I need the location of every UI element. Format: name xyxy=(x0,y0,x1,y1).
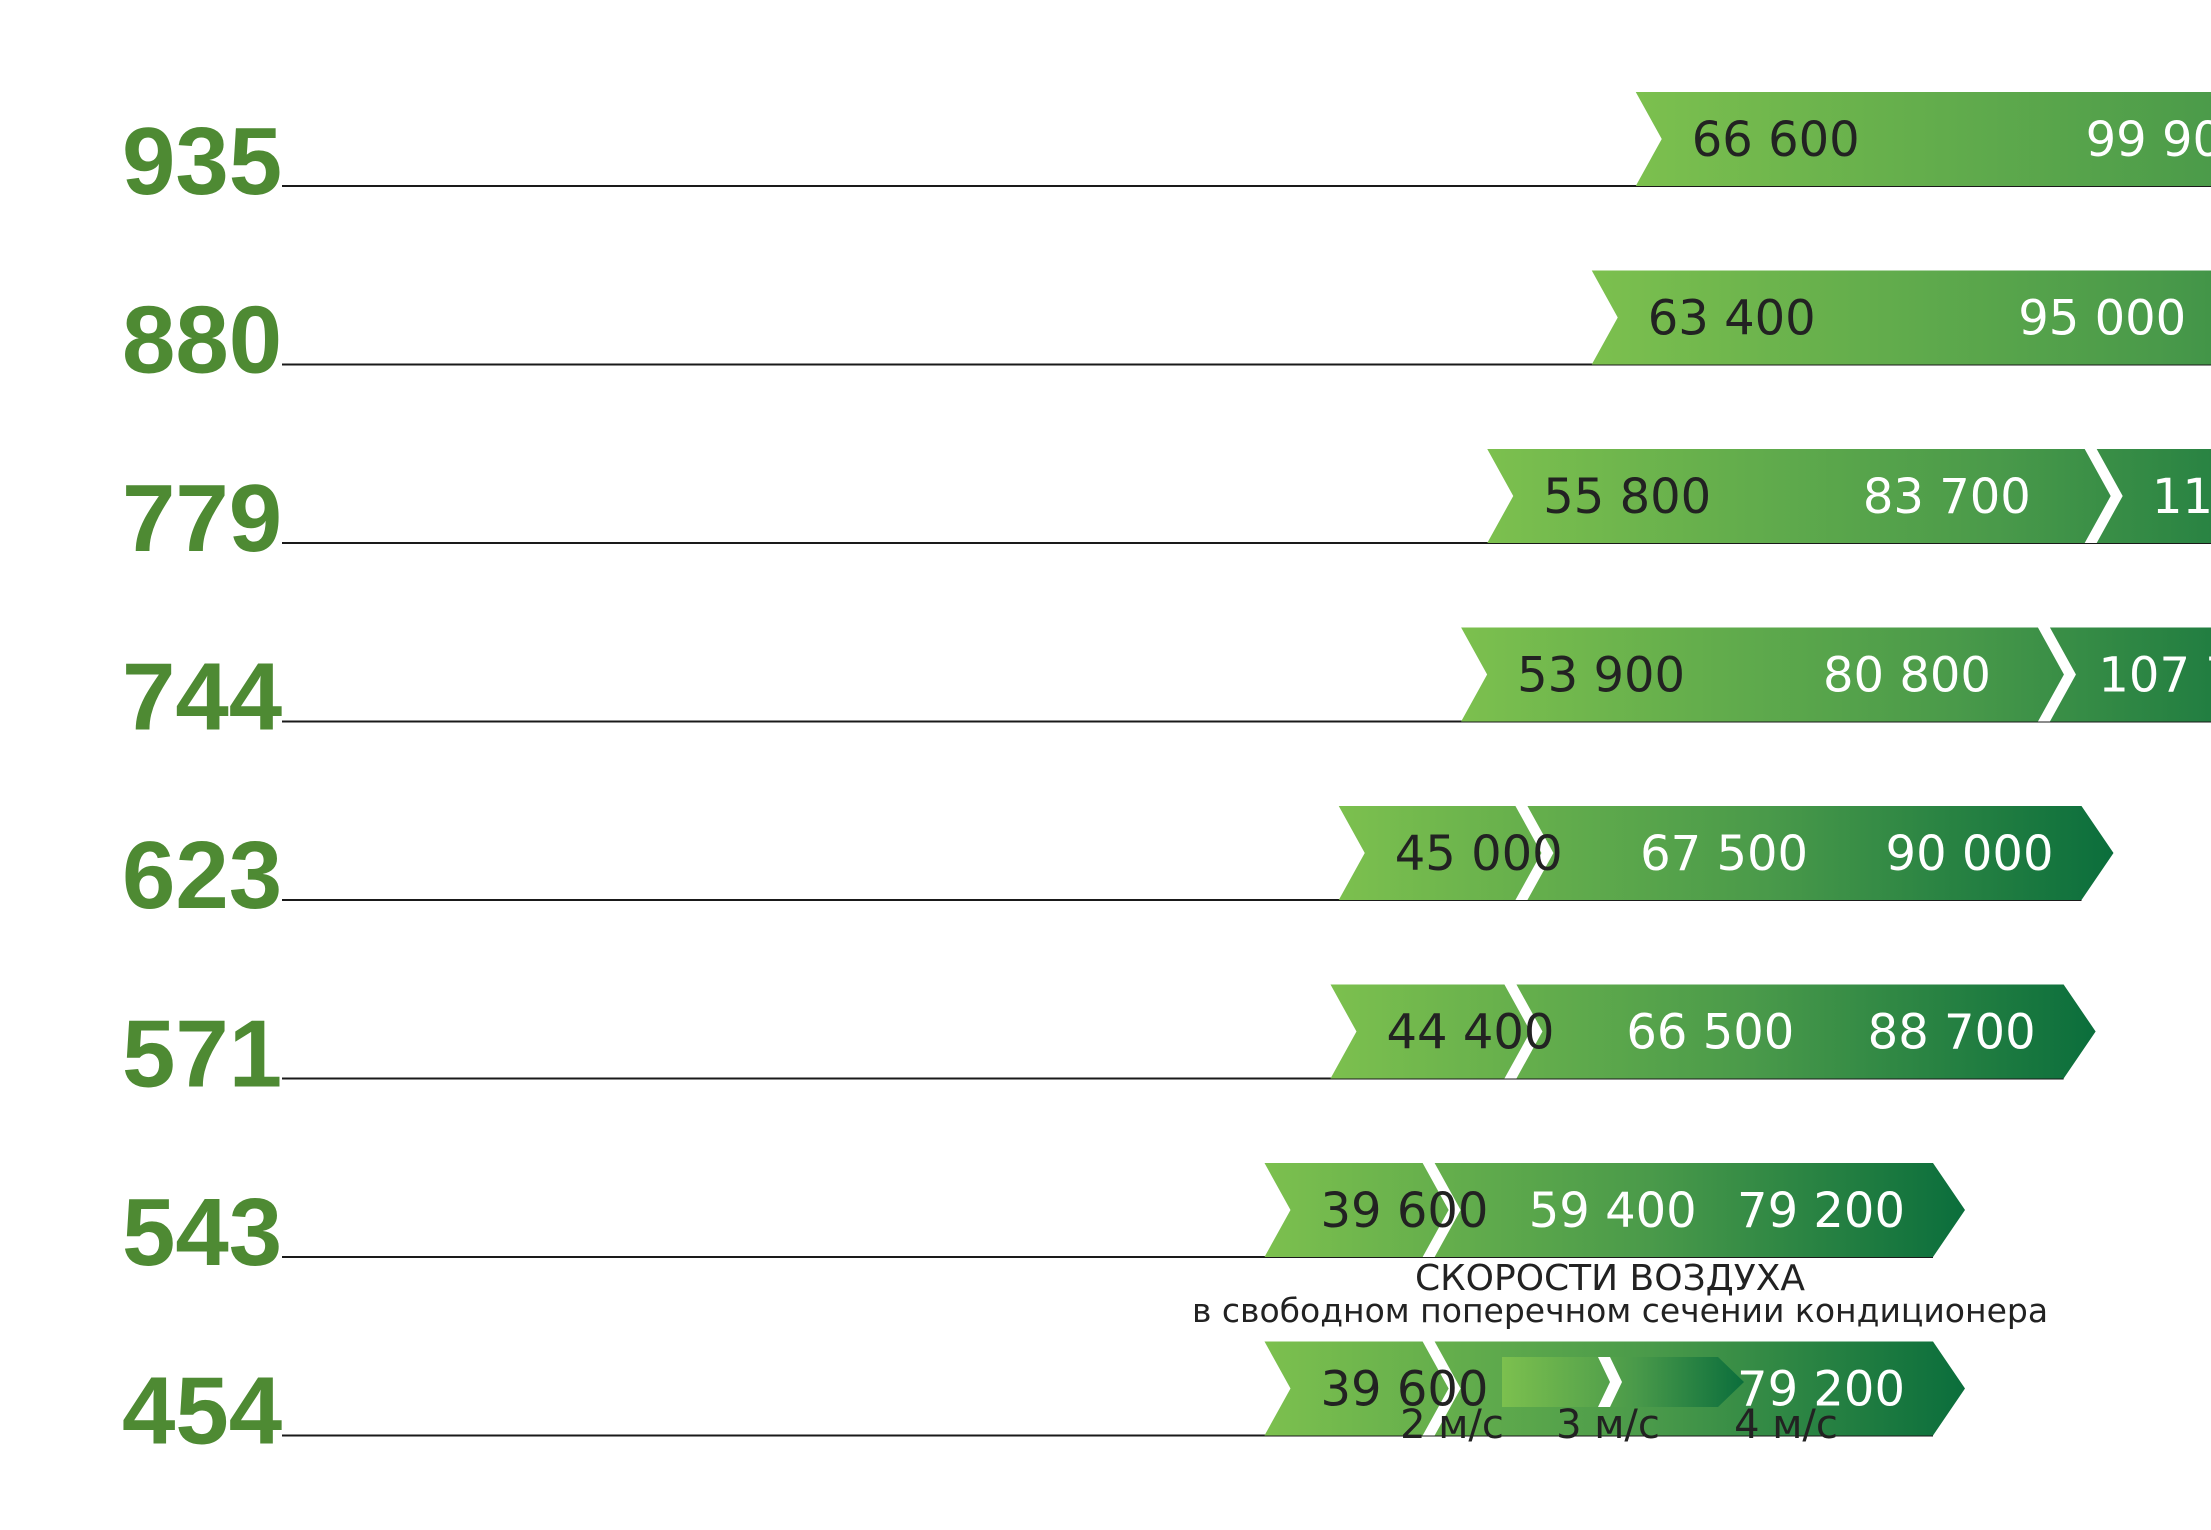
legend-subtitle: в свободном поперечном сечении кондицион… xyxy=(1192,1291,2048,1330)
bar-chevron-separator xyxy=(1504,984,1543,1079)
row-label: 744 xyxy=(122,644,282,751)
bar-value-label: 66 500 xyxy=(1626,1005,1794,1061)
row-label: 779 xyxy=(122,465,282,572)
bar-value-label: 80 800 xyxy=(1823,648,1991,704)
bar-chevron-separator xyxy=(2037,627,2076,722)
bar-value-label: 88 700 xyxy=(1868,1005,2036,1061)
bar-value-label: 39 600 xyxy=(1321,1362,1489,1418)
row-label: 880 xyxy=(122,287,282,394)
airflow-bar xyxy=(1591,270,2211,365)
airflow-bar xyxy=(1461,627,2211,722)
bar-value-label: 79 200 xyxy=(1737,1183,1905,1239)
bar-value-label: 59 400 xyxy=(1529,1183,1697,1239)
bar-value-label: 55 800 xyxy=(1543,469,1711,525)
bar-value-label: 66 600 xyxy=(1692,112,1860,168)
bar-value-label: 39 600 xyxy=(1321,1183,1489,1239)
legend-item-4ms: 4 м/с xyxy=(1734,1402,1838,1448)
bar-value-label: 44 400 xyxy=(1387,1005,1555,1061)
bar-value-label: 45 000 xyxy=(1395,826,1563,882)
bar-value-label: 79 200 xyxy=(1737,1362,1905,1418)
bar-value-label: 53 900 xyxy=(1517,648,1685,704)
bar-value-label: 83 700 xyxy=(1863,469,2031,525)
bar-chevron-separator xyxy=(1422,1163,1461,1257)
row-label: 454 xyxy=(122,1358,282,1465)
row-label: 571 xyxy=(122,1001,282,1108)
row-label: 543 xyxy=(122,1179,282,1286)
bar-value-label: 67 500 xyxy=(1640,826,1808,882)
bar-chevron-separator xyxy=(2084,449,2123,543)
bar-value-label: 111 600 xyxy=(2152,469,2211,525)
bar-value-label: 63 400 xyxy=(1648,291,1816,347)
airflow-bar xyxy=(1487,449,2211,543)
bar-value-label: 95 000 xyxy=(2018,291,2186,347)
bar-value-label: 107 700 xyxy=(2098,648,2211,704)
bar-value-label: 90 000 xyxy=(1886,826,2054,882)
row-label: 623 xyxy=(122,822,282,929)
legend: СКОРОСТИ ВОЗДУХА в свободном поперечном … xyxy=(1192,1258,2048,1448)
bar-chevron-separator xyxy=(1515,806,1554,900)
legend-item-3ms: 3 м/с xyxy=(1556,1402,1660,1448)
legend-chevron-separator xyxy=(1598,1357,1622,1407)
airflow-bar xyxy=(1635,92,2211,186)
row-label: 935 xyxy=(122,108,282,215)
legend-bar xyxy=(1502,1357,1744,1407)
legend-item-2ms: 2 м/с xyxy=(1400,1402,1504,1448)
bar-chevron-separator xyxy=(1422,1341,1461,1436)
legend-title: СКОРОСТИ ВОЗДУХА xyxy=(1415,1258,1805,1299)
bar-value-label: 99 900 xyxy=(2086,112,2211,168)
